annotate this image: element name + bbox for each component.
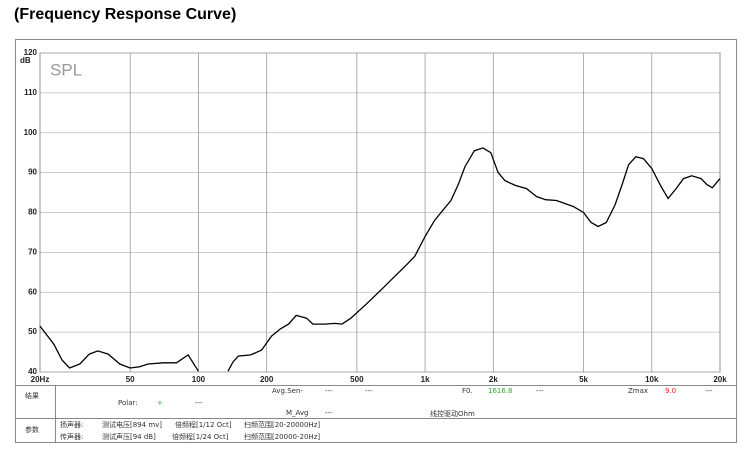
frame <box>15 39 737 443</box>
param: 扫频范围[20-20000Hz] <box>244 421 321 429</box>
y-tick-label: 90 <box>28 168 37 177</box>
y-unit: dB <box>20 56 31 65</box>
page-title: (Frequency Response Curve) <box>14 6 237 23</box>
x-tick-label: 20Hz <box>31 375 50 384</box>
y-tick-label: 80 <box>28 208 37 217</box>
value: --- <box>325 387 333 395</box>
x-tick-label: 5k <box>579 375 588 384</box>
value: --- <box>195 399 203 407</box>
x-tick-label: 50 <box>126 375 135 384</box>
y-tick-label: 40 <box>28 367 37 376</box>
y-tick-label: 120 <box>24 48 38 57</box>
label: M_Avg <box>286 409 309 417</box>
value: --- <box>325 409 333 417</box>
x-tick-label: 1k <box>421 375 430 384</box>
y-tick-label: 70 <box>28 247 37 256</box>
value: 1616.8 <box>488 387 513 395</box>
value: + <box>157 399 163 407</box>
annotation: SPL <box>50 60 82 79</box>
label: Zmax <box>628 387 649 395</box>
param: 扫频范围[20000-20Hz] <box>244 433 321 441</box>
param: 测试电压[894 mv] <box>102 421 163 429</box>
y-tick-label: 110 <box>24 88 37 97</box>
param: 传声器: <box>60 433 84 441</box>
label: F0. <box>462 387 473 395</box>
label: 线控驱动Ohm <box>430 410 475 418</box>
divider <box>15 418 737 419</box>
x-tick-label: 100 <box>192 375 206 384</box>
x-tick-label: 200 <box>260 375 274 384</box>
label: 参数 <box>25 426 39 434</box>
x-tick-label: 500 <box>350 375 364 384</box>
param: 倍频程[1/24 Oct] <box>172 433 229 441</box>
value: --- <box>365 387 373 395</box>
curve <box>39 147 721 372</box>
value: 9.0 <box>665 387 677 395</box>
x-tick-label: 20k <box>713 375 727 384</box>
divider <box>15 385 737 386</box>
y-tick-label: 50 <box>28 327 37 336</box>
label: 结果 <box>25 392 39 400</box>
y-tick-label: 60 <box>28 287 37 296</box>
x-tick-label: 10k <box>645 375 659 384</box>
label: Polar: <box>118 399 138 407</box>
divider <box>55 385 56 443</box>
value: --- <box>536 387 544 395</box>
param: 倍频程[1/12 Oct] <box>175 421 232 429</box>
label: Avg.Sen- <box>272 387 303 395</box>
value: --- <box>705 387 713 395</box>
param: 测试声压[94 dB] <box>102 433 156 441</box>
param: 扬声器: <box>60 421 84 429</box>
x-tick-label: 2k <box>489 375 498 384</box>
y-tick-label: 100 <box>24 128 38 137</box>
